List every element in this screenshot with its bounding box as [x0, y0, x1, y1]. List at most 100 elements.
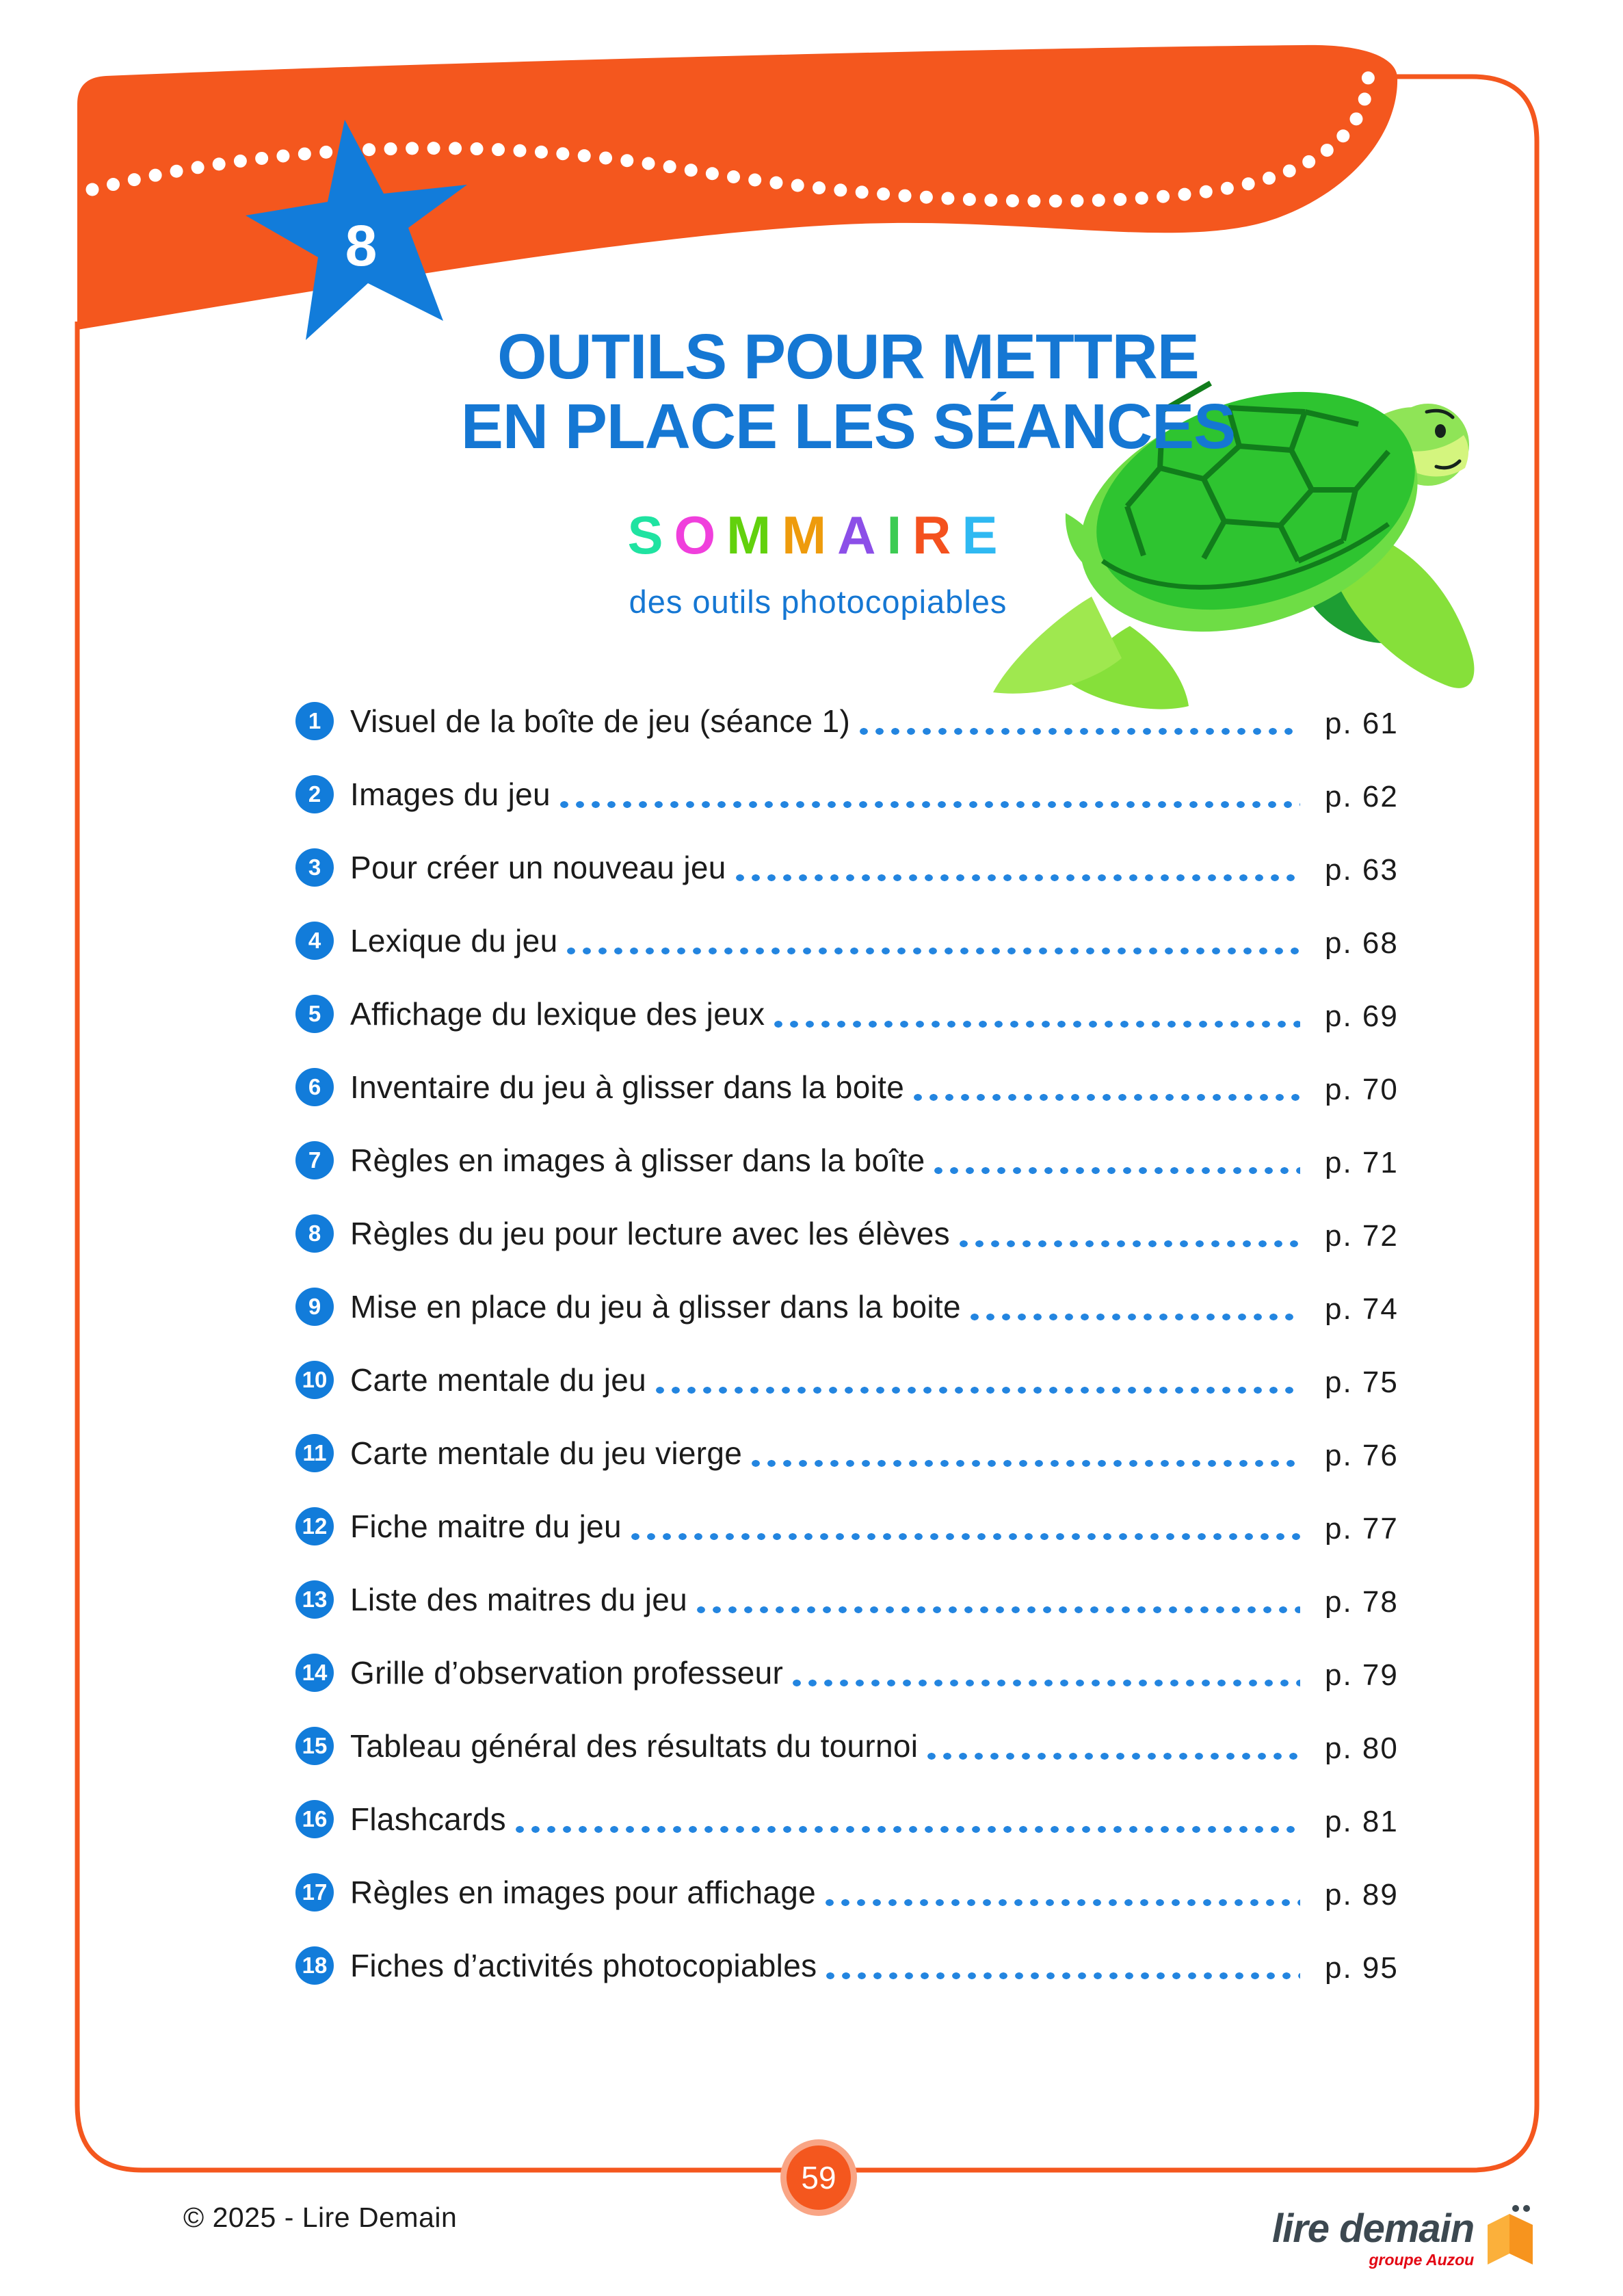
- dotted-leader: [970, 1312, 1300, 1321]
- publisher-logo: lire demain groupe Auzou: [1272, 2205, 1538, 2270]
- item-label: Règles du jeu pour lecture avec les élèv…: [350, 1215, 950, 1251]
- item-number-badge: 2: [295, 774, 334, 813]
- chapter-number: 8: [345, 213, 378, 278]
- item-number-badge: 3: [295, 848, 334, 887]
- item-label: Fiches d’activités photocopiables: [350, 1947, 817, 1983]
- sommaire-letter: M: [782, 505, 838, 565]
- item-number-badge: 13: [295, 1580, 334, 1619]
- item-label: Images du jeu: [350, 776, 551, 812]
- dotted-leader: [752, 1459, 1300, 1467]
- item-number-badge: 10: [295, 1360, 334, 1399]
- item-page: p. 71: [1325, 1145, 1399, 1179]
- toc-row: 1 Visuel de la boîte de jeu (séance 1) p. …: [295, 684, 1440, 757]
- dotted-leader: [656, 1385, 1300, 1394]
- toc-row: 12 Fiche maitre du jeu p. 77: [295, 1489, 1440, 1563]
- dotted-leader: [826, 1898, 1300, 1907]
- item-number-badge: 14: [295, 1653, 334, 1692]
- item-label: Règles en images à glisser dans la boîte: [350, 1142, 925, 1178]
- item-label: Grille d’observation professeur: [350, 1654, 784, 1691]
- item-label: Carte mentale du jeu vierge: [350, 1435, 743, 1471]
- page-number: 59: [787, 2145, 851, 2210]
- item-page: p. 77: [1325, 1511, 1399, 1545]
- item-label: Flashcards: [350, 1801, 506, 1837]
- item-number-badge: 8: [295, 1214, 334, 1253]
- item-page: p. 75: [1325, 1365, 1399, 1399]
- item-number-badge: 17: [295, 1873, 334, 1912]
- dotted-leader: [515, 1825, 1300, 1834]
- open-book-icon: [1488, 2205, 1533, 2265]
- sommaire-letter: M: [726, 505, 782, 565]
- copyright-text: © 2025 - Lire Demain: [183, 2202, 458, 2233]
- item-number-badge: 18: [295, 1946, 334, 1985]
- toc-row: 7 Règles en images à glisser dans la boît…: [295, 1123, 1440, 1197]
- sommaire-letter: O: [674, 505, 727, 565]
- item-page: p. 63: [1325, 852, 1399, 887]
- toc-row: 8 Règles du jeu pour lecture avec les élè…: [295, 1197, 1440, 1270]
- item-label: Visuel de la boîte de jeu (séance 1): [350, 703, 851, 739]
- toc-row: 6 Inventaire du jeu à glisser dans la boi…: [295, 1050, 1440, 1123]
- item-label: Tableau général des résultats du tournoi: [350, 1727, 919, 1764]
- item-number-badge: 4: [295, 921, 334, 960]
- item-label: Règles en images pour affichage: [350, 1874, 816, 1910]
- toc-row: 11 Carte mentale du jeu vierge p. 76: [295, 1416, 1440, 1489]
- item-page: p. 70: [1325, 1072, 1399, 1106]
- page-title-line2: EN PLACE LES SÉANCES: [460, 391, 1236, 462]
- item-page: p. 79: [1325, 1658, 1399, 1692]
- item-number-badge: 11: [295, 1433, 334, 1472]
- dotted-leader: [959, 1239, 1300, 1248]
- star-icon: 8: [246, 120, 467, 340]
- dotted-leader: [774, 1019, 1300, 1028]
- item-page: p. 81: [1325, 1804, 1399, 1838]
- item-page: p. 74: [1325, 1292, 1399, 1326]
- toc-row: 13 Liste des maitres du jeu p. 78: [295, 1563, 1440, 1636]
- sommaire-subtitle: des outils photocopiables: [629, 584, 1007, 620]
- item-page: p. 61: [1325, 706, 1399, 740]
- item-number-badge: 15: [295, 1726, 334, 1765]
- sommaire-letter: A: [837, 505, 887, 565]
- toc-row: 16 Flashcards p. 81: [295, 1782, 1440, 1855]
- header-wave: [77, 44, 1398, 330]
- item-page: p. 72: [1325, 1218, 1399, 1253]
- toc-row: 3 Pour créer un nouveau jeu p. 63: [295, 831, 1440, 904]
- dotted-arc-icon: [85, 60, 1375, 208]
- toc-row: 15 Tableau général des résultats du tourn…: [295, 1709, 1440, 1782]
- page-number-badge: 59: [780, 2139, 857, 2216]
- toc-row: 9 Mise en place du jeu à glisser dans la …: [295, 1270, 1440, 1343]
- item-number-badge: 12: [295, 1506, 334, 1545]
- sommaire-letter: E: [962, 505, 1009, 565]
- dotted-leader: [559, 800, 1300, 809]
- item-label: Lexique du jeu: [350, 922, 558, 958]
- item-label: Liste des maitres du jeu: [350, 1581, 688, 1617]
- item-page: p. 68: [1325, 926, 1399, 960]
- item-label: Fiche maitre du jeu: [350, 1508, 622, 1544]
- item-page: p. 95: [1325, 1951, 1399, 1985]
- item-page: p. 62: [1325, 779, 1399, 813]
- dotted-leader: [927, 1751, 1300, 1760]
- item-label: Mise en place du jeu à glisser dans la b…: [350, 1288, 961, 1325]
- item-label: Inventaire du jeu à glisser dans la boit…: [350, 1069, 905, 1105]
- item-number-badge: 6: [295, 1067, 334, 1106]
- dotted-leader: [631, 1532, 1300, 1541]
- item-page: p. 76: [1325, 1438, 1399, 1472]
- page-title: OUTILS POUR METTRE EN PLACE LES SÉANCES: [369, 322, 1327, 461]
- logo-text: lire demain: [1272, 2206, 1475, 2251]
- item-page: p. 78: [1325, 1584, 1399, 1619]
- item-page: p. 89: [1325, 1877, 1399, 1912]
- toc-row: 14 Grille d’observation professeur p. 79: [295, 1636, 1440, 1709]
- page-title-line1: OUTILS POUR METTRE: [497, 321, 1200, 392]
- item-number-badge: 5: [295, 994, 334, 1033]
- item-label: Pour créer un nouveau jeu: [350, 849, 726, 885]
- toc-row: 5 Affichage du lexique des jeux p. 69: [295, 977, 1440, 1050]
- sommaire-letter: I: [886, 505, 913, 565]
- item-page: p. 80: [1325, 1731, 1399, 1765]
- dotted-leader: [934, 1166, 1300, 1175]
- dotted-leader: [697, 1605, 1300, 1614]
- item-label: Carte mentale du jeu: [350, 1361, 647, 1398]
- item-number-badge: 16: [295, 1799, 334, 1838]
- toc-row: 4 Lexique du jeu p. 68: [295, 904, 1440, 977]
- item-number-badge: 1: [295, 701, 334, 740]
- item-page: p. 69: [1325, 999, 1399, 1033]
- dotted-leader: [735, 873, 1300, 882]
- logo-subtext: groupe Auzou: [1369, 2251, 1475, 2269]
